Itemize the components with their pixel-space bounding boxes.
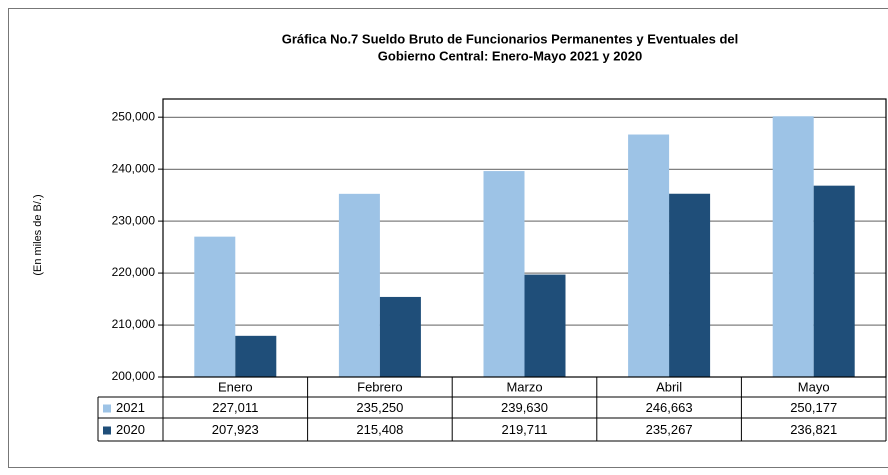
y-tick-label: 250,000 [112, 109, 156, 123]
chart-title: Gráfica No.7 Sueldo Bruto de Funcionario… [282, 31, 739, 46]
data-label: 227,011 [212, 400, 258, 415]
legend-label: 2021 [116, 400, 145, 415]
y-tick-label: 240,000 [112, 161, 156, 175]
bar [772, 116, 814, 377]
data-label: 236,821 [790, 422, 837, 437]
y-axis-label: (En miles de B/.) [32, 194, 44, 275]
data-label: 207,923 [212, 422, 259, 437]
data-label: 215,408 [356, 422, 403, 437]
bar [813, 185, 855, 377]
x-tick-label: Mayo [798, 379, 830, 394]
data-label: 235,250 [356, 400, 403, 415]
x-tick-label: Marzo [506, 379, 542, 394]
bar [524, 274, 566, 377]
bar [338, 193, 380, 377]
bar [235, 335, 277, 377]
y-tick-label: 220,000 [112, 265, 156, 279]
legend-label: 2020 [116, 422, 145, 437]
legend-swatch [103, 404, 111, 413]
data-label: 246,663 [646, 400, 693, 415]
x-tick-label: Abril [656, 379, 682, 394]
bar [483, 171, 525, 377]
x-tick-label: Enero [218, 379, 253, 394]
bar [669, 193, 711, 377]
legend-swatch [103, 426, 111, 435]
data-label: 219,711 [501, 422, 547, 437]
y-tick-label: 230,000 [112, 213, 156, 227]
chart-title: Gobierno Central: Enero-Mayo 2021 y 2020 [378, 48, 642, 63]
bar [628, 134, 670, 377]
bar [379, 296, 421, 377]
x-tick-label: Febrero [357, 379, 403, 394]
y-tick-label: 210,000 [112, 317, 156, 331]
bar [194, 236, 236, 377]
data-label: 239,630 [501, 400, 548, 415]
plot-border [162, 98, 887, 378]
y-tick-label: 200,000 [112, 369, 156, 383]
data-label: 250,177 [790, 400, 837, 415]
data-label: 235,267 [646, 422, 693, 437]
